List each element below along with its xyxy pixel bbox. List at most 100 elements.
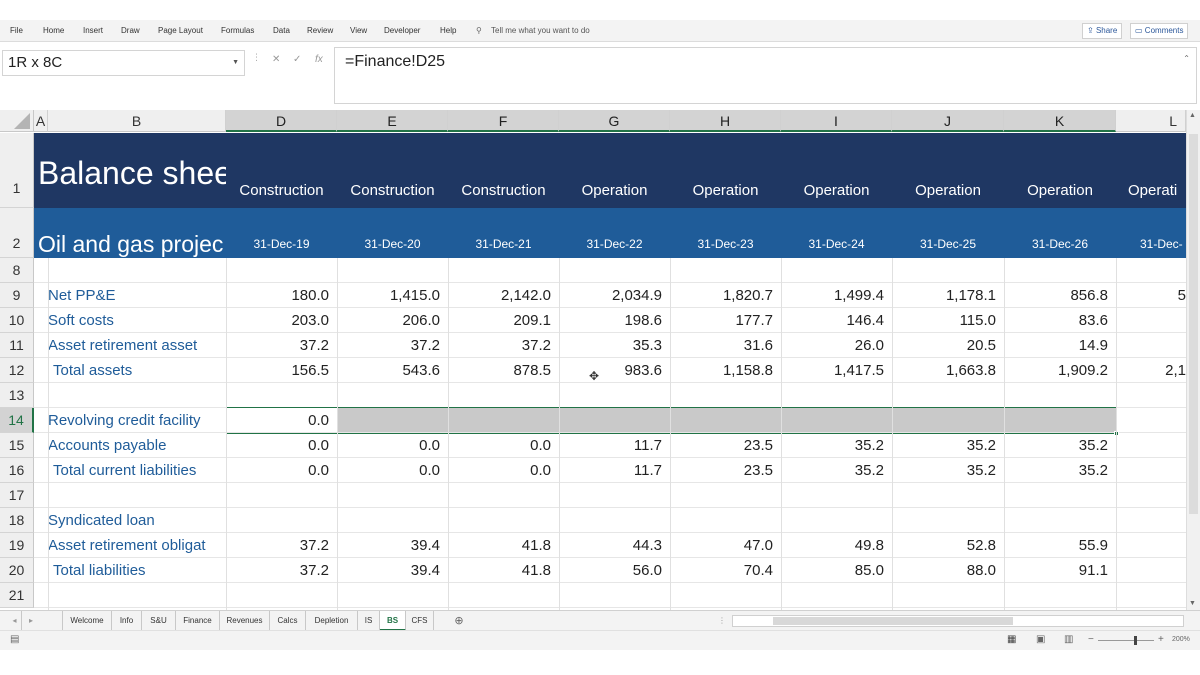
value-cell[interactable]: 23.5 — [743, 437, 773, 454]
row-header[interactable]: 18 — [0, 508, 34, 533]
value-cell[interactable]: 91.1 — [1078, 562, 1108, 579]
comments-button[interactable]: ▭ Comments — [1130, 23, 1189, 39]
row-label[interactable]: Net PP&E — [48, 287, 116, 304]
tab-formulas[interactable]: Formulas — [221, 26, 255, 35]
value-cell[interactable]: 35.2 — [854, 437, 884, 454]
phase-cell[interactable]: Operation — [692, 182, 759, 199]
value-cell[interactable]: 0.0 — [530, 437, 551, 454]
tab-draw[interactable]: Draw — [121, 26, 140, 35]
value-cell[interactable]: 35.3 — [632, 337, 662, 354]
row-header[interactable]: 11 — [0, 333, 34, 358]
value-cell[interactable]: 856.8 — [1070, 287, 1108, 304]
value-cell[interactable]: 1,417.5 — [833, 362, 884, 379]
value-cell[interactable]: 39.4 — [410, 537, 440, 554]
normal-view-icon[interactable]: ▦ — [1007, 634, 1017, 645]
value-cell[interactable]: 1,820.7 — [722, 287, 773, 304]
row-header[interactable]: 10 — [0, 308, 34, 333]
insert-function-icon[interactable]: fx — [315, 54, 323, 65]
date-cell[interactable]: 31-Dec- — [1140, 237, 1183, 251]
zoom-slider-track[interactable] — [1098, 640, 1154, 641]
row-header[interactable]: 21 — [0, 583, 34, 608]
share-button[interactable]: ⇪ Share — [1082, 23, 1123, 39]
horizontal-scroll-thumb[interactable] — [773, 617, 1013, 625]
column-header-d[interactable]: D — [226, 110, 337, 132]
sheet-tab-s-u[interactable]: S&U — [142, 611, 176, 631]
value-cell[interactable]: 35.2 — [966, 437, 996, 454]
date-cell[interactable]: 31-Dec-25 — [919, 237, 977, 251]
column-header-j[interactable]: J — [892, 110, 1004, 132]
value-cell[interactable]: 1,909.2 — [1057, 362, 1108, 379]
row-header[interactable]: 17 — [0, 483, 34, 508]
value-cell[interactable]: 41.8 — [521, 562, 551, 579]
value-cell[interactable]: 0.0 — [419, 437, 440, 454]
column-header-g[interactable]: G — [559, 110, 670, 132]
sheet-tab-cfs[interactable]: CFS — [406, 611, 434, 631]
value-cell[interactable]: 47.0 — [743, 537, 773, 554]
date-cell[interactable]: 31-Dec-26 — [1031, 237, 1089, 251]
vertical-scrollbar[interactable]: ▲ ▼ — [1186, 110, 1200, 610]
sheet-tab-calcs[interactable]: Calcs — [270, 611, 306, 631]
row-header[interactable]: 1 — [0, 133, 34, 208]
value-cell[interactable]: 37.2 — [299, 537, 329, 554]
value-cell[interactable]: 11.7 — [633, 462, 662, 479]
add-sheet-icon[interactable]: ⊕ — [454, 615, 464, 627]
tab-data[interactable]: Data — [273, 26, 290, 35]
value-cell[interactable]: 1,499.4 — [833, 287, 884, 304]
sheet-tab-finance[interactable]: Finance — [176, 611, 220, 631]
date-cell[interactable]: 31-Dec-19 — [253, 237, 310, 251]
value-cell[interactable]: 198.6 — [624, 312, 662, 329]
value-cell[interactable]: 39.4 — [410, 562, 440, 579]
name-box[interactable]: 1R x 8C ▼ — [2, 50, 245, 76]
zoom-in-icon[interactable]: + — [1158, 634, 1164, 645]
value-cell[interactable]: 2,142.0 — [500, 287, 551, 304]
value-cell[interactable]: 26.0 — [854, 337, 884, 354]
sheet-tab-is[interactable]: IS — [358, 611, 380, 631]
value-cell[interactable]: 156.5 — [291, 362, 329, 379]
date-cell[interactable]: 31-Dec-22 — [586, 237, 643, 251]
formula-input[interactable]: =Finance!D25 ⌃ — [334, 47, 1197, 104]
select-all-button[interactable] — [0, 110, 34, 132]
value-cell[interactable]: 146.4 — [846, 312, 884, 329]
sheet-tab-welcome[interactable]: Welcome — [62, 611, 112, 631]
value-cell[interactable]: 1,663.8 — [945, 362, 996, 379]
value-cell[interactable]: 35.2 — [854, 462, 884, 479]
value-cell[interactable]: 0.0 — [308, 437, 329, 454]
row-label[interactable]: Soft costs — [48, 312, 114, 329]
value-cell[interactable]: 209.1 — [513, 312, 551, 329]
row-label[interactable]: Total liabilities — [53, 562, 146, 579]
value-cell[interactable]: 177.7 — [735, 312, 773, 329]
value-cell[interactable]: 180.0 — [291, 287, 329, 304]
value-cell[interactable]: 52.8 — [966, 537, 996, 554]
value-cell[interactable]: 14.9 — [1078, 337, 1108, 354]
column-header-a[interactable]: A — [34, 110, 48, 132]
tab-help[interactable]: Help — [440, 26, 457, 35]
scroll-thumb[interactable] — [1189, 134, 1198, 514]
row-label[interactable]: Revolving credit facility — [48, 412, 201, 429]
value-cell[interactable]: 23.5 — [743, 462, 773, 479]
phase-cell[interactable]: Operation — [1027, 182, 1093, 199]
phase-cell[interactable]: Construction — [239, 182, 324, 199]
value-cell[interactable]: 1,158.8 — [722, 362, 773, 379]
value-cell[interactable]: 2,034.9 — [611, 287, 662, 304]
value-cell[interactable]: 1,415.0 — [389, 287, 440, 304]
value-cell[interactable]: 206.0 — [402, 312, 440, 329]
tab-file[interactable]: File — [10, 26, 23, 35]
tell-me-search[interactable]: Tell me what you want to do — [491, 26, 590, 35]
cancel-icon[interactable]: ✕ — [272, 54, 281, 65]
tab-splitter-icon[interactable]: ⋮ — [718, 616, 726, 625]
sheet-tab-depletion[interactable]: Depletion — [306, 611, 358, 631]
row-header[interactable]: 16 — [0, 458, 34, 483]
row-label[interactable]: Asset retirement asset — [48, 337, 198, 354]
scroll-left-icon[interactable]: ◂ — [8, 611, 22, 631]
phase-cell[interactable]: Construction — [461, 182, 546, 199]
value-cell[interactable]: 35.2 — [1078, 437, 1108, 454]
value-cell[interactable]: 70.4 — [743, 562, 773, 579]
value-cell[interactable]: 41.8 — [521, 537, 551, 554]
value-cell[interactable]: 49.8 — [854, 537, 884, 554]
value-cell[interactable]: 983.6 — [624, 362, 662, 379]
zoom-slider-thumb[interactable] — [1134, 636, 1137, 645]
column-header-b[interactable]: B — [48, 110, 226, 132]
value-cell[interactable]: 11.7 — [633, 437, 662, 454]
row-header[interactable]: 9 — [0, 283, 34, 308]
value-cell[interactable]: 0.0 — [530, 462, 551, 479]
